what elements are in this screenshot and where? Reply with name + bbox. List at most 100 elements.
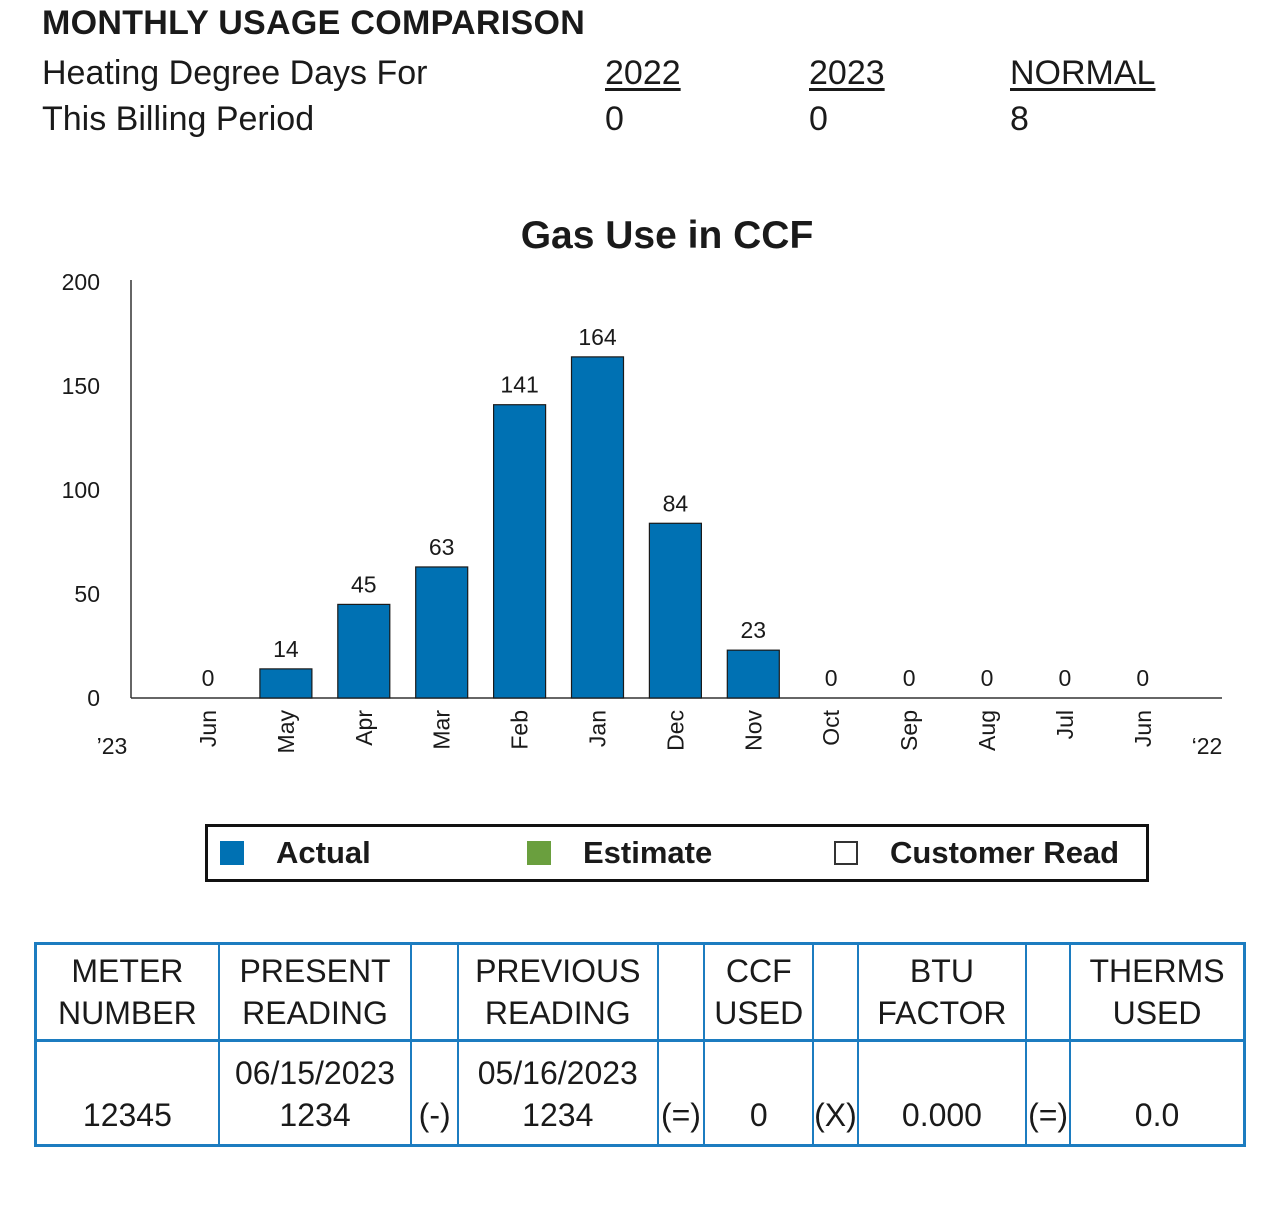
x-tick-label: Mar	[429, 710, 455, 750]
legend-swatch-estimate	[527, 841, 551, 865]
header-meter-number: METER NUMBER	[34, 942, 220, 1042]
x-tick-label: Apr	[351, 710, 377, 746]
x-tick-label: Sep	[896, 710, 922, 751]
bar	[726, 649, 780, 699]
operator-equals: (=)	[656, 1039, 706, 1147]
hdd-column-2023: 2023 0	[809, 50, 885, 142]
header-present-reading: PRESENT READING	[217, 942, 413, 1042]
data-label: 23	[741, 617, 767, 643]
legend-swatch-actual	[220, 841, 244, 865]
header-operator-spacer	[812, 942, 859, 1042]
bar	[259, 668, 313, 699]
legend-item-estimate: Estimate	[527, 827, 712, 879]
data-label: 0	[1136, 665, 1149, 691]
header-line: FACTOR	[877, 995, 1007, 1031]
x-tick-label: Dec	[662, 710, 688, 751]
previous-reading-value: 1234	[522, 1097, 594, 1133]
header-line: PREVIOUS	[475, 953, 641, 989]
x-tick-label: Jun	[195, 710, 221, 747]
header-operator-spacer	[1025, 942, 1072, 1042]
previous-date: 05/16/2023	[477, 1055, 638, 1091]
y-tick-label: 0	[87, 685, 100, 711]
hdd-column-heading: NORMAL	[1010, 54, 1156, 92]
hdd-column-2022: 2022 0	[605, 50, 681, 142]
x-tick-label: Jul	[1052, 710, 1078, 739]
data-label: 84	[663, 490, 689, 516]
header-line: READING	[242, 995, 388, 1031]
report-title: MONTHLY USAGE COMPARISON	[42, 4, 586, 42]
x-tick-label: Oct	[818, 709, 844, 745]
hdd-column-value: 0	[809, 100, 828, 138]
meter-reading-table: METER NUMBER PRESENT READING PREVIOUS RE…	[34, 942, 1246, 1147]
x-tick-label: Nov	[740, 710, 766, 751]
header-line: NUMBER	[58, 995, 197, 1031]
cell-btu-factor: 0.000	[856, 1039, 1028, 1147]
data-label: 0	[981, 665, 994, 691]
gas-use-chart: Gas Use in CCF 0 50 100 150 200 0 Jun 14 May 45 Apr…	[62, 214, 1223, 759]
header-btu-factor: BTU FACTOR	[856, 942, 1028, 1042]
header-line: METER	[71, 953, 184, 989]
header-previous-reading: PREVIOUS READING	[457, 942, 659, 1042]
header-operator-spacer	[656, 942, 706, 1042]
x-tick-label: Jan	[585, 710, 611, 747]
present-date: 06/15/2023	[234, 1055, 396, 1091]
hdd-label-line1: Heating Degree Days For	[42, 54, 428, 92]
x-tick-label: May	[273, 710, 299, 754]
x-tick-label: Aug	[974, 710, 1000, 751]
data-label: 0	[825, 665, 838, 691]
chart-legend: Actual Estimate Customer Read	[205, 824, 1149, 882]
hdd-column-heading: 2023	[809, 54, 885, 92]
header-line: BTU	[909, 953, 974, 989]
y-tick-label: 100	[62, 477, 100, 503]
data-label: 63	[429, 534, 455, 560]
header-ccf-used: CCF USED	[703, 942, 815, 1042]
legend-label: Actual	[276, 835, 371, 870]
header-therms-used: THERMS USED	[1069, 942, 1246, 1042]
cell-therms-used: 0.0	[1069, 1039, 1246, 1147]
x-tick-label: Jun	[1130, 710, 1156, 747]
bar	[415, 566, 469, 699]
data-label: 141	[500, 372, 538, 398]
chart-title: Gas Use in CCF	[521, 214, 814, 257]
data-label: 164	[578, 324, 617, 350]
bar	[493, 404, 547, 699]
data-label: 14	[273, 636, 299, 662]
data-label: 45	[351, 571, 377, 597]
operator-times: (X)	[812, 1039, 859, 1147]
legend-swatch-customer-read	[834, 841, 858, 865]
header-line: CCF	[725, 953, 792, 989]
cell-previous-reading: 05/16/2023 1234	[457, 1039, 659, 1147]
y-tick-label: 150	[62, 373, 100, 399]
legend-item-customer-read: Customer Read	[834, 827, 1119, 879]
hdd-column-normal: NORMAL 8	[1010, 50, 1155, 142]
header-operator-spacer	[410, 942, 460, 1042]
header-line: PRESENT	[239, 953, 391, 989]
operator-minus: (-)	[410, 1039, 460, 1147]
present-reading-value: 1234	[279, 1097, 351, 1133]
meter-table-row: 12345 06/15/2023 1234 (-) 05/16/2023 123…	[34, 1039, 1246, 1147]
y-tick-label: 50	[74, 581, 100, 607]
bar	[337, 603, 391, 699]
meter-table-header-row: METER NUMBER PRESENT READING PREVIOUS RE…	[34, 942, 1246, 1042]
x-start-label: ’23	[97, 733, 128, 759]
x-tick-label: Feb	[507, 710, 533, 750]
header-line: USED	[1112, 995, 1202, 1031]
header-line: THERMS	[1089, 953, 1225, 989]
hdd-column-heading: 2022	[605, 54, 681, 92]
legend-label: Customer Read	[890, 835, 1120, 870]
data-label: 0	[903, 665, 916, 691]
bar	[570, 356, 625, 699]
y-tick-label: 200	[62, 269, 100, 295]
hdd-label-line2: This Billing Period	[42, 100, 315, 138]
x-end-label: ‘22	[1192, 733, 1223, 759]
cell-present-reading: 06/15/2023 1234	[217, 1039, 413, 1147]
legend-item-actual: Actual	[220, 827, 371, 879]
cell-meter-number: 12345	[34, 1039, 220, 1147]
data-label: 0	[1059, 665, 1072, 691]
legend-label: Estimate	[583, 835, 713, 870]
header-line: USED	[714, 995, 804, 1031]
cell-ccf-used: 0	[703, 1039, 815, 1147]
data-label: 0	[202, 665, 215, 691]
hdd-column-value: 0	[605, 100, 624, 138]
operator-equals: (=)	[1025, 1039, 1072, 1147]
